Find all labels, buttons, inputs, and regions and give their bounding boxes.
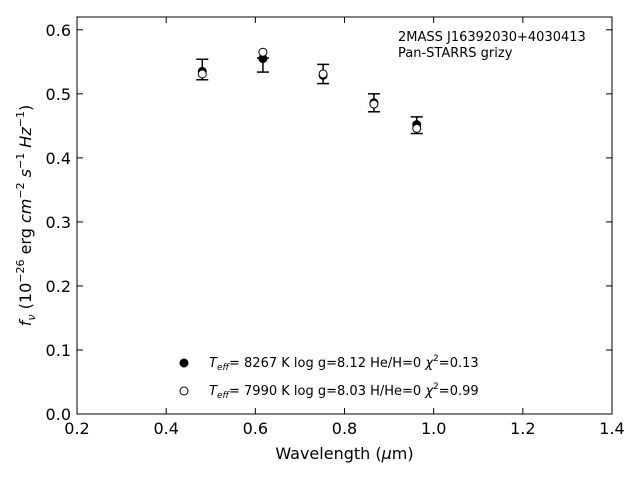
model-point-open	[258, 47, 268, 57]
y-label-open: (10	[16, 283, 35, 315]
legend: Teff= 8267 K log g=8.12 He/H=0 χ2=0.13Te…	[179, 354, 479, 401]
x-tick-label: 1.4	[599, 419, 624, 438]
legend-text-part: He/H=0	[370, 356, 421, 371]
legend-text-part: 0.13	[450, 356, 479, 371]
legend-text-part: eff	[217, 363, 231, 373]
y-label-exp2: −2	[14, 182, 27, 198]
y-label-hz: Hz	[16, 127, 35, 153]
y-label-exp1a: −1	[14, 153, 27, 169]
annotation-survey-name: Pan-STARRS grizy	[398, 46, 513, 61]
y-tick-label: 0.3	[46, 213, 71, 232]
y-label-close: )	[16, 105, 35, 111]
y-label-nu: ν	[25, 314, 38, 320]
x-tick-label: 0.6	[243, 419, 268, 438]
model-point-open	[369, 99, 379, 109]
x-axis-label: Wavelength (μm)	[275, 444, 413, 463]
legend-marker-open	[179, 386, 189, 396]
y-tick-label: 0.4	[46, 149, 71, 168]
model-point-open	[412, 123, 422, 133]
legend-text-part: T	[209, 384, 218, 399]
x-label-mu: μ	[381, 444, 392, 463]
x-tick-label: 1.0	[421, 419, 446, 438]
y-label-cm: cm	[16, 199, 35, 223]
annotation-object-name: 2MASS J16392030+4030413	[398, 30, 586, 45]
y-axis-label: fν (10−26 erg cm−2 s−1 Hz−1)	[14, 105, 38, 326]
x-tick-label: 0.2	[64, 419, 89, 438]
legend-text-part: =	[229, 384, 244, 399]
y-label-exp26: −26	[14, 260, 27, 283]
x-label-suffix: m)	[392, 444, 414, 463]
legend-text-part: H/He=0	[370, 384, 421, 399]
legend-text-part: 2	[433, 354, 439, 364]
legend-text-part: =	[439, 356, 450, 371]
legend-text-part: eff	[217, 391, 231, 401]
y-label-f: f	[16, 318, 35, 326]
legend-marker-filled	[179, 358, 189, 368]
x-label-prefix: Wavelength (	[275, 444, 381, 463]
legend-text-part: 2	[433, 382, 439, 392]
y-tick-label: 0.5	[46, 85, 71, 104]
legend-text-part: χ	[424, 384, 434, 399]
y-label-s: s	[16, 169, 35, 182]
axis-ticks: 0.2 0.4 0.6 0.8 1.0 1.2 1.4 0.0 0.1 0.2 0.3 0.4 0.5 0…	[46, 17, 625, 438]
legend-text-part: =	[229, 356, 244, 371]
legend-text-part: =	[439, 384, 450, 399]
legend-entry-2: Teff= 7990 K log g=8.03 H/He=0 χ2=0.99	[209, 382, 479, 401]
legend-entry-1: Teff= 8267 K log g=8.12 He/H=0 χ2=0.13	[209, 354, 479, 373]
legend-text-part: log g=8.12	[294, 356, 366, 371]
y-tick-label: 0.2	[46, 277, 71, 296]
legend-text-part: T	[209, 356, 218, 371]
legend-text-part: log g=8.03	[294, 384, 366, 399]
y-tick-label: 0.6	[46, 21, 71, 40]
legend-text-part: 8267 K	[244, 356, 290, 371]
x-tick-label: 1.2	[510, 419, 535, 438]
x-tick-label: 0.8	[332, 419, 357, 438]
model-point-open	[318, 69, 328, 79]
y-tick-label: 0.0	[46, 405, 71, 424]
legend-text-part: 0.99	[450, 384, 479, 399]
model-point-open	[197, 69, 207, 79]
y-label-exp1b: −1	[14, 111, 27, 127]
legend-text-part: 7990 K	[244, 384, 290, 399]
y-tick-label: 0.1	[46, 341, 71, 360]
y-label-erg: erg	[16, 223, 35, 259]
x-tick-label: 0.4	[153, 419, 178, 438]
data-points	[197, 47, 422, 133]
legend-text-part: χ	[424, 356, 434, 371]
